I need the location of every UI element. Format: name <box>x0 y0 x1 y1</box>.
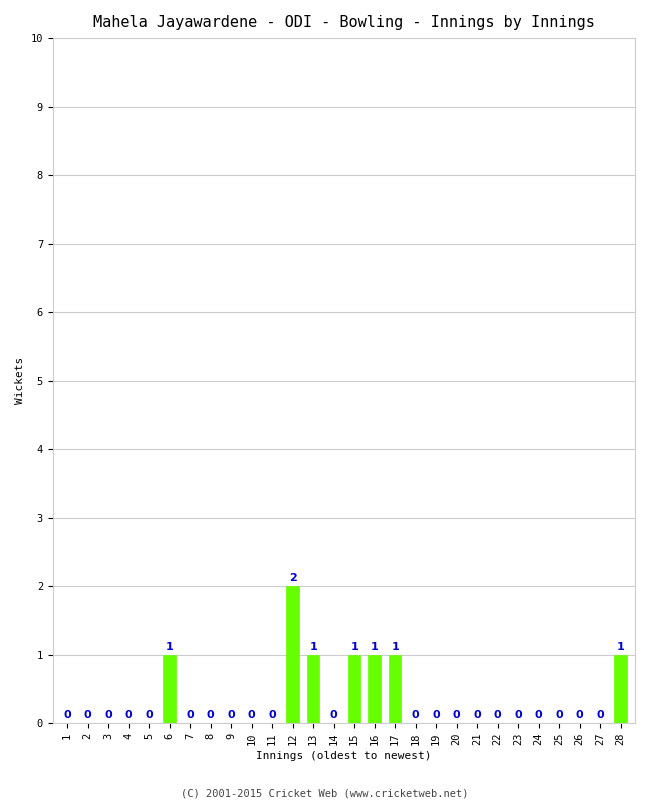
Text: 0: 0 <box>207 710 215 721</box>
Bar <box>164 654 176 723</box>
Text: 0: 0 <box>248 710 255 721</box>
Text: 0: 0 <box>84 710 92 721</box>
Text: 0: 0 <box>412 710 419 721</box>
Text: 0: 0 <box>473 710 481 721</box>
Title: Mahela Jayawardene - ODI - Bowling - Innings by Innings: Mahela Jayawardene - ODI - Bowling - Inn… <box>93 15 595 30</box>
Bar <box>348 654 360 723</box>
Text: 0: 0 <box>555 710 563 721</box>
Text: 0: 0 <box>330 710 337 721</box>
Text: 0: 0 <box>125 710 133 721</box>
Text: 0: 0 <box>104 710 112 721</box>
Text: 0: 0 <box>576 710 584 721</box>
Text: 0: 0 <box>227 710 235 721</box>
Text: 0: 0 <box>535 710 543 721</box>
Text: 1: 1 <box>391 642 399 652</box>
Text: (C) 2001-2015 Cricket Web (www.cricketweb.net): (C) 2001-2015 Cricket Web (www.cricketwe… <box>181 788 469 798</box>
Bar <box>389 654 401 723</box>
Text: 1: 1 <box>370 642 378 652</box>
Text: 1: 1 <box>350 642 358 652</box>
Text: 0: 0 <box>514 710 522 721</box>
Text: 0: 0 <box>187 710 194 721</box>
Text: 1: 1 <box>309 642 317 652</box>
Bar <box>369 654 381 723</box>
Text: 0: 0 <box>453 710 460 721</box>
X-axis label: Innings (oldest to newest): Innings (oldest to newest) <box>256 751 432 761</box>
Text: 1: 1 <box>166 642 174 652</box>
Text: 0: 0 <box>268 710 276 721</box>
Text: 2: 2 <box>289 574 296 583</box>
Bar <box>307 654 319 723</box>
Text: 0: 0 <box>596 710 604 721</box>
Bar <box>287 586 299 723</box>
Text: 0: 0 <box>432 710 440 721</box>
Y-axis label: Wickets: Wickets <box>15 357 25 404</box>
Text: 0: 0 <box>494 710 501 721</box>
Text: 0: 0 <box>63 710 71 721</box>
Bar <box>614 654 627 723</box>
Text: 0: 0 <box>146 710 153 721</box>
Text: 1: 1 <box>617 642 625 652</box>
